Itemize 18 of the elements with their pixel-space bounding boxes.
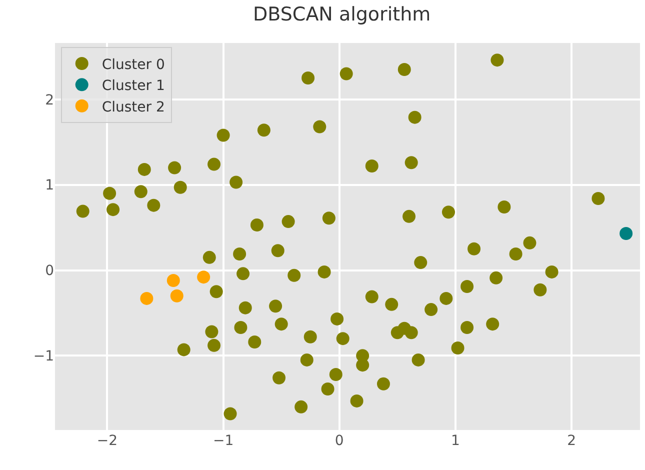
y-tick-label: −1 bbox=[33, 348, 54, 365]
y-tick-label: 0 bbox=[45, 263, 54, 280]
x-tick-label: 1 bbox=[450, 433, 460, 449]
point bbox=[140, 292, 154, 305]
point bbox=[170, 289, 184, 302]
point bbox=[197, 270, 210, 284]
legend-label: Cluster 0 bbox=[102, 56, 165, 73]
y-tick-label: 2 bbox=[45, 92, 54, 108]
point bbox=[620, 227, 633, 240]
x-tick-label: −1 bbox=[212, 433, 234, 449]
y-tick-label: 1 bbox=[45, 178, 54, 194]
chart-title: DBSCAN algorithm bbox=[253, 3, 431, 26]
x-tick-label: 2 bbox=[567, 433, 576, 449]
legend-label: Cluster 1 bbox=[102, 78, 165, 94]
x-tick-label: 0 bbox=[334, 433, 344, 449]
point bbox=[166, 274, 180, 287]
x-tick-label: −2 bbox=[96, 433, 118, 449]
legend-label: Cluster 2 bbox=[102, 99, 165, 116]
